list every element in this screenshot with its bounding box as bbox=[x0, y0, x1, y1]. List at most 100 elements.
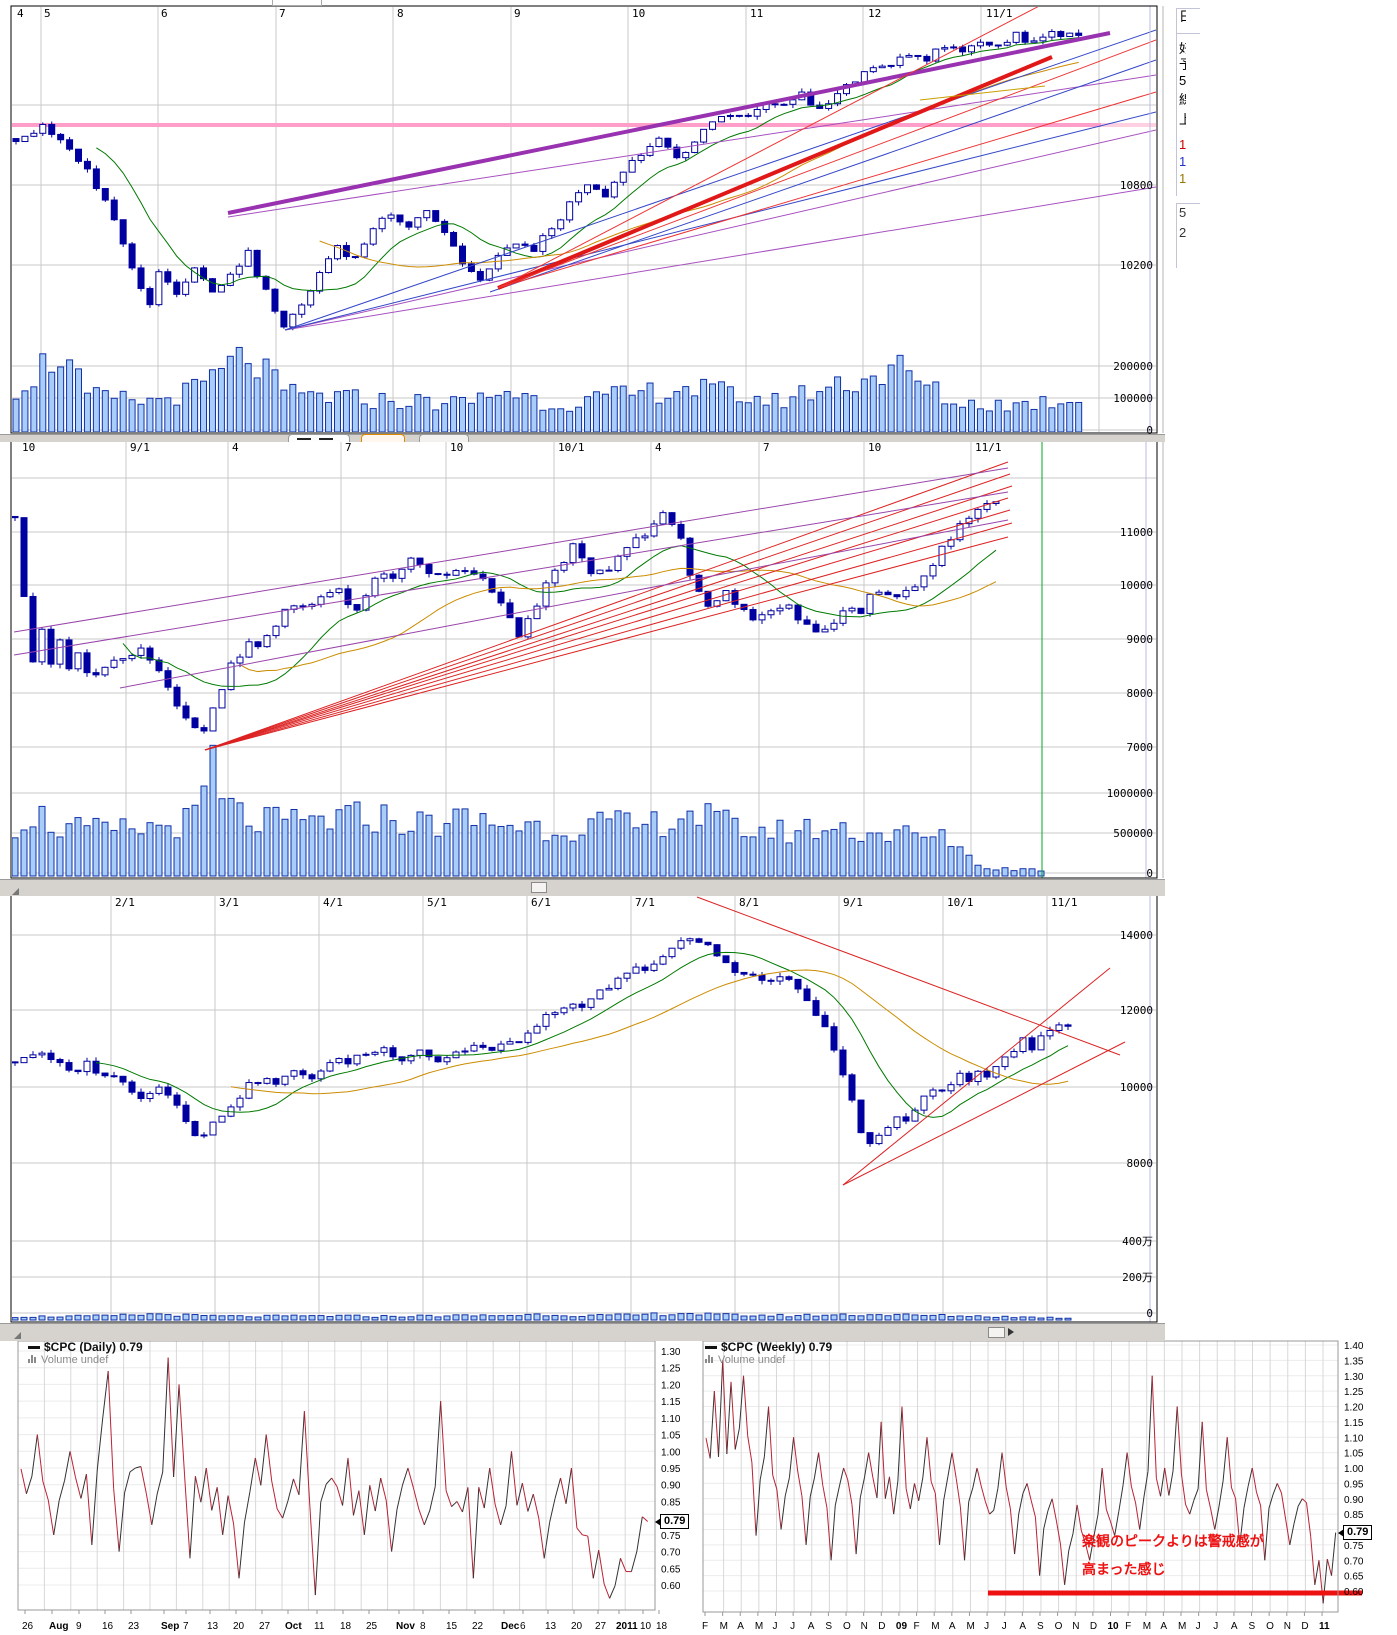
volume-bar bbox=[524, 821, 532, 877]
y-axis-label: 0 bbox=[1146, 867, 1153, 880]
volume-bar bbox=[325, 401, 333, 432]
trendline bbox=[204, 461, 1009, 751]
y-axis-label: 1.40 bbox=[1344, 1341, 1364, 1352]
cutoff-toolbar-button[interactable] bbox=[419, 434, 469, 442]
cpc-line-segment bbox=[293, 1478, 300, 1496]
cpc-line-segment bbox=[200, 1467, 207, 1503]
volume-bar bbox=[443, 823, 451, 877]
volume-bar bbox=[932, 381, 940, 432]
candle-body bbox=[637, 154, 645, 161]
annotation-line-2: 高まった感じ bbox=[1082, 1561, 1166, 1577]
volume-bar bbox=[333, 391, 341, 432]
cpc-line-segment bbox=[989, 1509, 995, 1515]
candle-body bbox=[569, 543, 577, 564]
volume-bar bbox=[272, 806, 280, 877]
x-axis-label: A bbox=[949, 1621, 956, 1632]
cpc-line-segment bbox=[1160, 1467, 1166, 1497]
candle-body bbox=[369, 228, 377, 245]
x-axis-label: M bbox=[720, 1621, 728, 1632]
cpc-line-segment bbox=[834, 1485, 840, 1506]
cpc-line-segment bbox=[538, 1518, 545, 1559]
volume-bar bbox=[254, 1316, 262, 1321]
y-axis-label: 1.10 bbox=[1344, 1433, 1364, 1444]
resize-grip-icon[interactable] bbox=[12, 888, 19, 895]
cpc-line-segment bbox=[1222, 1437, 1228, 1481]
volume-bar bbox=[326, 1316, 334, 1321]
volume-bar bbox=[92, 387, 100, 432]
volume-bar bbox=[317, 815, 325, 877]
volume-bar bbox=[344, 805, 352, 877]
volume-bar bbox=[623, 812, 631, 877]
candle-body bbox=[307, 290, 315, 306]
cpc-line-segment bbox=[1176, 1406, 1182, 1474]
candle-body bbox=[407, 557, 415, 570]
candle-body bbox=[875, 1134, 883, 1145]
cpc-line-segment bbox=[1001, 1452, 1007, 1488]
volume-bar bbox=[974, 1315, 982, 1321]
volume-bar bbox=[857, 1315, 865, 1321]
candle-body bbox=[371, 577, 379, 597]
volume-bar bbox=[578, 1315, 586, 1321]
candle-body bbox=[254, 641, 262, 648]
x-axis-label: Sep bbox=[161, 1621, 179, 1632]
scrollbar-strip[interactable] bbox=[0, 1323, 1165, 1341]
candle-body bbox=[623, 547, 631, 557]
candle-body bbox=[461, 1050, 469, 1053]
volume-bar bbox=[839, 1313, 847, 1321]
volume-bar bbox=[992, 869, 1000, 877]
volume-bar bbox=[902, 825, 910, 877]
y-axis-label: 1.05 bbox=[1344, 1449, 1364, 1460]
volume-bar bbox=[128, 828, 136, 877]
volume-bar bbox=[533, 1313, 541, 1321]
cpc-line-segment bbox=[1068, 1533, 1074, 1551]
volume-bar bbox=[92, 1314, 100, 1321]
volume-bar bbox=[226, 355, 234, 432]
candle-body bbox=[557, 219, 565, 230]
cutoff-toolbar-button[interactable] bbox=[288, 434, 350, 442]
volume-bar bbox=[182, 1313, 190, 1321]
cpc-line-segment bbox=[129, 1467, 136, 1473]
candle-body bbox=[83, 652, 91, 674]
cpc-line-segment bbox=[1051, 1498, 1057, 1521]
cpc-line-segment bbox=[385, 1500, 393, 1552]
scrollbar-strip[interactable] bbox=[0, 434, 1165, 442]
volume-bar bbox=[794, 830, 802, 877]
candle-body bbox=[758, 614, 766, 621]
candle-body bbox=[767, 610, 775, 616]
volume-bar bbox=[263, 807, 271, 877]
x-axis-label: 10 bbox=[868, 441, 881, 454]
candle-body bbox=[389, 573, 397, 579]
volume-bar bbox=[227, 1315, 235, 1321]
y-axis-label: 8000 bbox=[1127, 687, 1154, 700]
volume-bar bbox=[830, 828, 838, 877]
cpc-line-segment bbox=[1135, 1502, 1141, 1530]
scrollbar-thumb[interactable] bbox=[988, 1327, 1005, 1338]
cpc-line-segment bbox=[888, 1476, 895, 1515]
volume-bar bbox=[605, 818, 613, 877]
cpc-line-segment bbox=[609, 1585, 616, 1599]
volume-bar bbox=[434, 1316, 442, 1321]
volume-bar bbox=[911, 832, 919, 877]
annotation-line-1: 楽観のピークよりは警戒感が bbox=[1082, 1533, 1264, 1549]
scrollbar-thumb[interactable] bbox=[531, 882, 547, 893]
cpc-line-segment bbox=[768, 1406, 774, 1476]
cutoff-toolbar-button[interactable] bbox=[361, 434, 405, 442]
trendline bbox=[284, 29, 1156, 331]
candle-body bbox=[700, 128, 708, 143]
trendline bbox=[919, 85, 1046, 101]
cpc-line-segment bbox=[943, 1476, 949, 1501]
scrollbar-strip[interactable] bbox=[0, 879, 1165, 896]
cpc-line-segment bbox=[955, 1478, 961, 1507]
scrollbar-arrow-icon[interactable] bbox=[1008, 1328, 1014, 1336]
candle-body bbox=[299, 605, 307, 608]
volume-bar bbox=[985, 410, 993, 432]
candle-body bbox=[485, 268, 493, 281]
candle-body bbox=[317, 596, 325, 605]
cpc-daily-last-value-badge: 0.79 bbox=[654, 1514, 690, 1529]
volume-bar bbox=[353, 1314, 361, 1321]
x-axis-label: 5/1 bbox=[427, 896, 447, 909]
resize-grip-icon[interactable] bbox=[14, 1332, 21, 1339]
cpc-line-segment bbox=[118, 1492, 126, 1552]
volume-bar bbox=[542, 840, 550, 877]
candle-body bbox=[932, 48, 940, 62]
